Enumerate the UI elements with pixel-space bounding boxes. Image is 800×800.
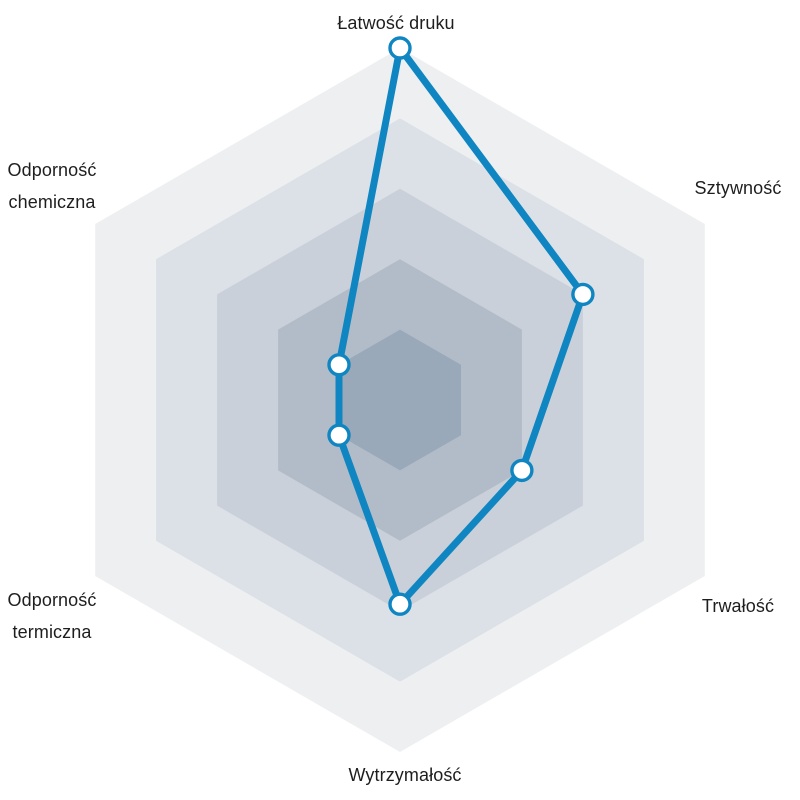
data-point-marker-0 bbox=[388, 36, 412, 60]
data-point-marker-1 bbox=[571, 282, 595, 307]
axis-label-line: Odporność bbox=[7, 590, 97, 610]
axis-label-latwosc-druku: Łatwość druku bbox=[337, 13, 455, 33]
axis-label-wytrzymalosc: Wytrzymałość bbox=[348, 765, 462, 785]
data-point-marker-4 bbox=[327, 423, 351, 447]
data-point-marker-3 bbox=[388, 592, 412, 616]
axis-label-trwalosc: Trwałość bbox=[701, 596, 775, 616]
axis-label-line: chemiczna bbox=[8, 192, 96, 212]
data-point-marker-5 bbox=[327, 353, 351, 377]
axis-label-line: termiczna bbox=[12, 622, 92, 642]
hexagon-ring-grid bbox=[95, 48, 705, 752]
data-markers bbox=[327, 36, 595, 616]
axis-label-sztywnosc: Sztywność bbox=[694, 178, 782, 198]
data-point-marker-2 bbox=[510, 458, 534, 483]
hexagon-ring-level-1 bbox=[339, 329, 461, 471]
axis-label-line: Odporność bbox=[7, 160, 97, 180]
axis-label-odpornosc-chemiczna: Odporność chemiczna bbox=[8, 154, 97, 218]
axis-label-odpornosc-termiczna: Odporność termiczna bbox=[8, 584, 97, 648]
